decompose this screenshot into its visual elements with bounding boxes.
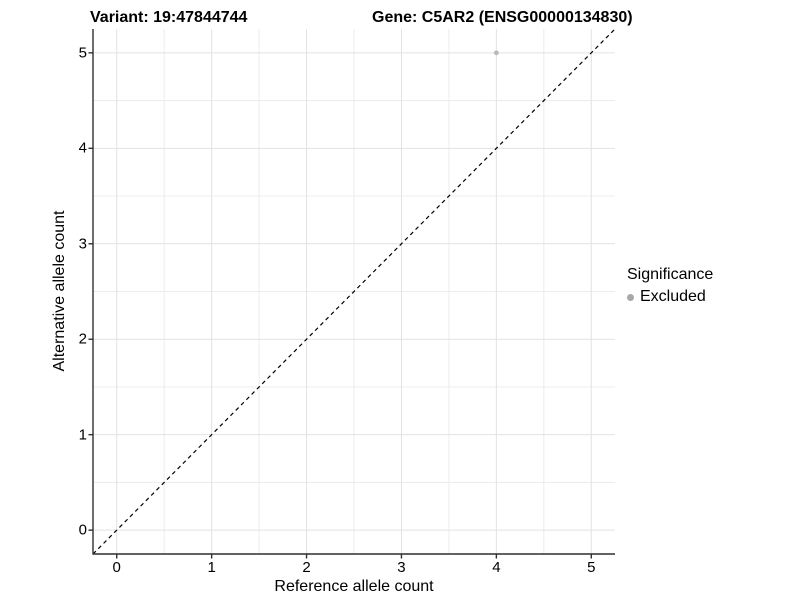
x-tick-label: 3	[397, 559, 406, 576]
identity-dashed-line	[92, 28, 616, 555]
legend-point-icon	[627, 293, 634, 301]
x-tick-label: 1	[207, 559, 216, 576]
y-axis-label: Alternative allele count	[51, 210, 68, 372]
legend-title: Significance	[627, 266, 714, 283]
y-tick-label: 2	[78, 330, 87, 348]
x-tick-label: 2	[302, 559, 311, 576]
y-tick-label: 3	[78, 235, 87, 253]
legend-entry-excluded: Excluded	[627, 288, 713, 306]
y-tick-label: 1	[78, 426, 87, 444]
x-tick-label: 5	[587, 559, 596, 576]
x-axis-label: Reference allele count	[274, 578, 434, 595]
y-tick-label: 0	[78, 521, 87, 539]
x-tick-label: 0	[112, 559, 121, 576]
plot-title-gene: Gene: C5AR2 (ENSG00000134830)	[372, 9, 633, 26]
x-tick-label: 4	[492, 559, 501, 576]
legend-entry-label: Excluded	[640, 288, 706, 305]
plot-title-variant: Variant: 19:47844744	[90, 9, 248, 26]
y-tick-label: 4	[78, 139, 87, 157]
legend: Significance Excluded	[627, 266, 713, 306]
y-tick-label: 5	[78, 44, 87, 62]
data-point-excluded	[493, 50, 499, 56]
